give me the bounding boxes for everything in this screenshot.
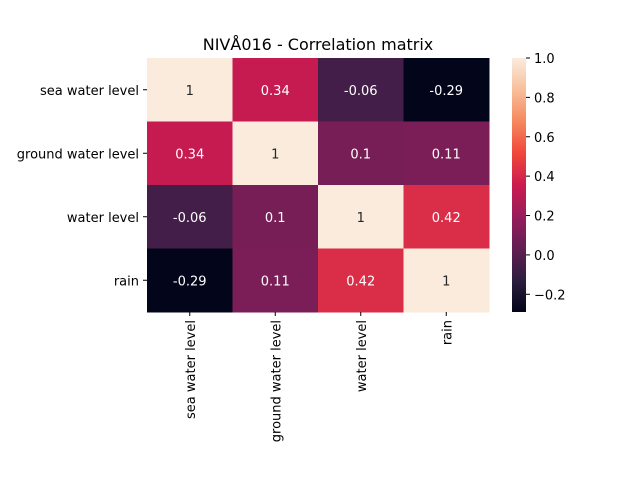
column-label: ground water level [269, 320, 284, 442]
column-labels: sea water level ground water level water l… [184, 312, 455, 442]
row-label: rain [114, 274, 139, 289]
cell-value-label: -0.06 [173, 211, 207, 226]
colorbar-tick-label: 0.2 [534, 210, 555, 225]
cell-value-label: 0.1 [265, 211, 286, 226]
heatmap-cell [232, 58, 319, 122]
heatmap-cell [318, 121, 404, 186]
colorbar-tick-label: 1.0 [534, 52, 555, 67]
cell-value-label: 0.11 [432, 147, 461, 162]
colorbar-tick-label: 0.4 [534, 170, 555, 185]
cell-value-label: 1 [186, 84, 194, 99]
cell-value-label: 1 [271, 147, 279, 162]
row-label: ground water level [17, 147, 139, 162]
cell-value-label: 0.42 [346, 274, 375, 289]
heatmap-cell [147, 58, 233, 122]
cell-value-label: -0.29 [173, 274, 207, 289]
row-labels: sea water level ground water level water l… [17, 84, 147, 289]
cell-value-label: -0.06 [344, 84, 378, 99]
heatmap-cell [318, 185, 404, 249]
heatmap-cell [147, 248, 233, 313]
cell-value-label: -0.29 [429, 84, 463, 99]
colorbar-tick-label: −0.2 [534, 288, 566, 303]
heatmap-cell [403, 185, 490, 249]
heatmap-cell [403, 58, 490, 122]
colorbar-gradient [512, 58, 526, 312]
column-label: rain [440, 320, 455, 345]
heatmap-cell [232, 185, 319, 249]
heatmap-cell [318, 248, 404, 313]
heatmap-cell [403, 121, 490, 186]
cell-value-label: 0.42 [432, 211, 461, 226]
heatmap-cell [147, 121, 233, 186]
heatmap-cell [318, 58, 404, 122]
column-label: sea water level [184, 320, 199, 419]
heatmap-cell [232, 248, 319, 313]
heatmap-cell [147, 185, 233, 249]
row-label: water level [67, 211, 139, 226]
chart-title: NIVÅ016 - Correlation matrix [203, 35, 434, 54]
cell-value-label: 1 [357, 211, 365, 226]
colorbar-tick-label: 0.0 [534, 249, 555, 264]
cell-value-label: 0.11 [261, 274, 290, 289]
colorbar-tick-label: 0.6 [534, 131, 555, 146]
cell-value-label: 0.34 [261, 84, 290, 99]
row-label: sea water level [40, 84, 139, 99]
cell-value-label: 0.1 [350, 147, 371, 162]
heatmap-cell [232, 121, 319, 186]
heatmap-cells: 1 0.34 -0.06 -0.290.34 1 0.1 0.11-0.06 0.1 1 0.42… [147, 58, 490, 313]
colorbar-tick-label: 0.8 [534, 91, 555, 106]
column-label: water level [355, 320, 370, 392]
cell-value-label: 0.34 [175, 147, 204, 162]
cell-value-label: 1 [442, 274, 450, 289]
colorbar: −0.2 0.0 0.2 0.4 0.6 0.8 1.0 [512, 52, 566, 312]
heatmap-cell [403, 248, 490, 313]
